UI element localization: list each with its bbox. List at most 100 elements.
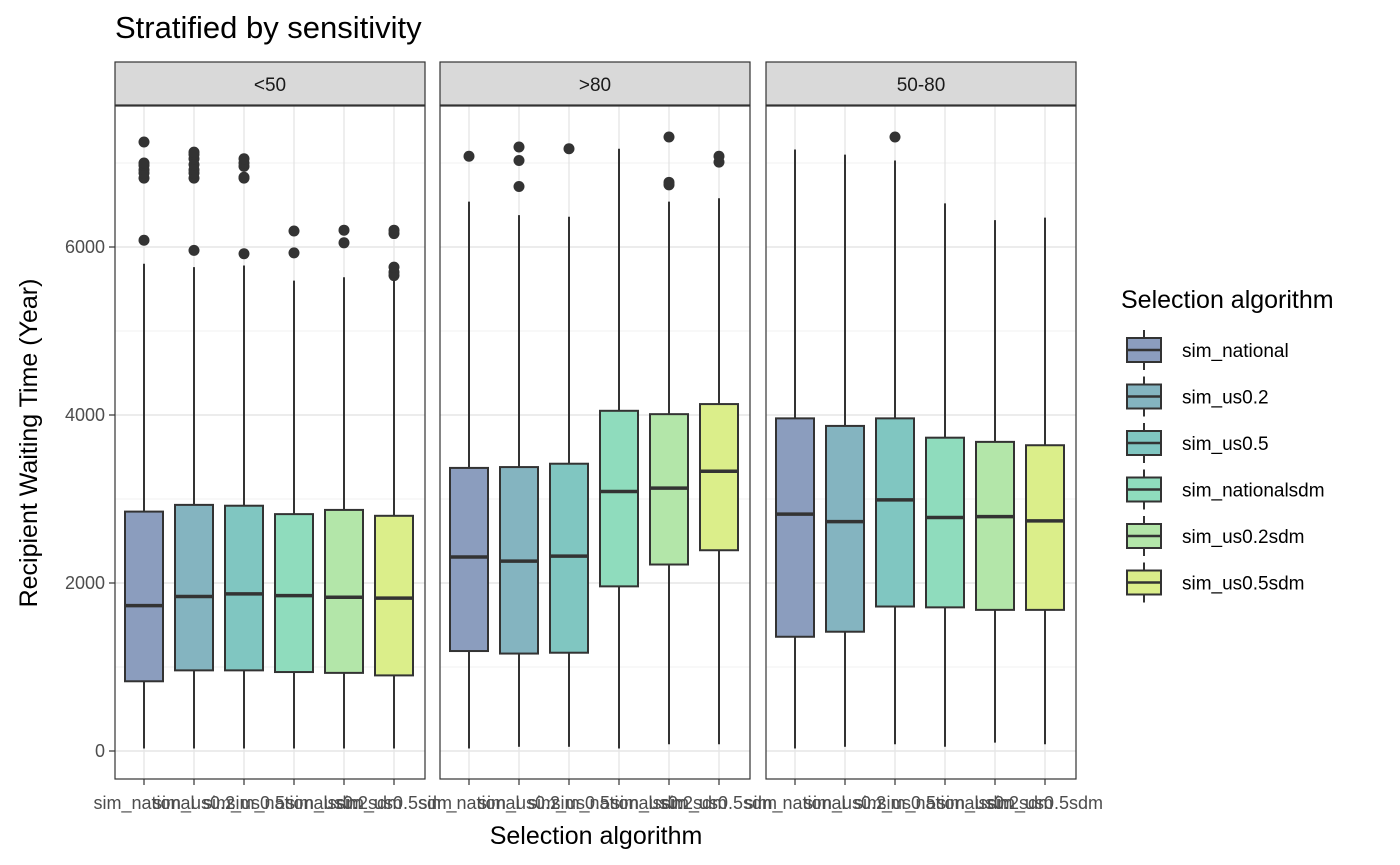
boxplot <box>1025 217 1065 745</box>
x-tick-label: sim_national <box>418 793 519 814</box>
boxplot <box>499 141 539 747</box>
x-tick-label: sim_nationalsdm <box>551 793 686 814</box>
boxplot <box>875 131 915 745</box>
outlier-point <box>889 131 901 143</box>
outlier-point <box>388 224 400 236</box>
facet-panels: <50sim_nationalsim_us0.2sim_us0.5sim_nat… <box>93 61 1103 814</box>
boxplot <box>324 224 364 749</box>
boxplot <box>274 225 314 749</box>
x-tick-label: sim_national <box>93 793 194 814</box>
boxplot <box>825 154 865 747</box>
outlier-point <box>338 237 350 249</box>
boxplot <box>174 146 214 749</box>
y-axis-title: Recipient Waiting Time (Year) <box>15 279 43 608</box>
facet-panel: <50 sim_nationalsim_us0.2sim_us0.5sim_nat… <box>93 61 452 814</box>
box-iqr <box>599 409 639 588</box>
outlier-point <box>188 146 200 158</box>
x-tick-label: sim_nationalsdm <box>226 793 361 814</box>
outlier-point <box>463 150 475 162</box>
outlier-point <box>513 141 525 153</box>
y-axis: 0 2000 4000 6000 <box>65 237 115 761</box>
box-iqr <box>274 513 314 674</box>
outlier-point <box>338 224 350 236</box>
legend-title: Selection algorithm <box>1121 286 1334 314</box>
box-iqr <box>449 466 489 653</box>
x-tick-label: sim_nationalsdm <box>877 793 1012 814</box>
chart-title: Stratified by sensitivity <box>115 10 422 45</box>
boxplot <box>649 131 689 745</box>
legend-item: sim_us0.2sdm <box>1126 516 1305 556</box>
outlier-point <box>288 247 300 259</box>
boxplot <box>124 136 164 749</box>
y-tick-label: 2000 <box>65 573 105 593</box>
box-iqr <box>975 440 1015 611</box>
legend-item: sim_us0.5 <box>1126 423 1269 463</box>
outlier-point <box>563 143 575 155</box>
facet-panel: 50-80 sim_nationalsim_us0.2sim_us0.5sim_n… <box>744 61 1103 814</box>
boxplot <box>599 148 639 749</box>
boxplot <box>925 203 965 747</box>
outlier-point <box>138 136 150 148</box>
legend-label: sim_national <box>1182 341 1289 362</box>
x-tick-label: sim_us0.5sdm <box>987 793 1103 814</box>
x-axis-title: Selection algorithm <box>490 822 703 850</box>
facet-strip-label: >80 <box>579 75 611 96</box>
box-iqr <box>1025 444 1065 611</box>
boxplot <box>374 224 414 749</box>
outlier-point <box>388 261 400 273</box>
outlier-point <box>663 176 675 188</box>
x-tick-label: sim_national <box>744 793 845 814</box>
outlier-point <box>663 131 675 143</box>
box-iqr <box>825 424 865 633</box>
outlier-point <box>513 154 525 166</box>
y-tick-label: 6000 <box>65 237 105 257</box>
outlier-point <box>138 234 150 246</box>
boxplot <box>975 220 1015 743</box>
x-tick-label: sim_us0.2sdm <box>286 793 402 814</box>
facet-panel: >80 sim_nationalsim_us0.2sim_us0.5sim_nat… <box>418 61 777 814</box>
boxplot <box>224 153 264 749</box>
boxplot <box>699 150 739 745</box>
y-tick-label: 0 <box>95 741 105 761</box>
legend-label: sim_us0.5 <box>1182 434 1269 455</box>
legend-label: sim_us0.2sdm <box>1182 527 1305 548</box>
legend-label: sim_us0.2 <box>1182 388 1269 409</box>
outlier-point <box>513 181 525 193</box>
box-iqr <box>775 417 815 638</box>
outlier-point <box>238 248 250 260</box>
x-tick-label: sim_us0.2sdm <box>611 793 727 814</box>
boxplot <box>775 149 815 749</box>
x-tick-label: sim_us0.5sdm <box>661 793 777 814</box>
legend-item: sim_us0.2 <box>1126 376 1269 417</box>
panel-border <box>439 105 751 780</box>
legend-item: sim_us0.5sdm <box>1126 562 1305 603</box>
legend: Selection algorithm sim_national sim_us0.… <box>1121 286 1334 603</box>
outlier-point <box>238 171 250 183</box>
legend-item: sim_national <box>1126 330 1289 370</box>
panel-border <box>765 105 1077 780</box>
x-tick-label: sim_us0.2 <box>804 793 886 814</box>
box-iqr <box>124 510 164 683</box>
x-tick-label: sim_us0.5sdm <box>336 793 452 814</box>
legend-label: sim_us0.5sdm <box>1182 574 1305 595</box>
box-iqr <box>699 403 739 552</box>
box-iqr <box>324 508 364 674</box>
facet-strip <box>114 61 426 106</box>
facet-strip-label: 50-80 <box>897 75 946 96</box>
facet-strip <box>439 61 751 106</box>
outlier-point <box>713 150 725 162</box>
x-tick-label: sim_us0.5 <box>528 793 610 814</box>
facet-strip-label: <50 <box>254 75 286 96</box>
outlier-point <box>288 225 300 237</box>
box-iqr <box>374 514 414 677</box>
box-iqr <box>549 462 589 654</box>
boxplot <box>449 150 489 749</box>
boxplot <box>549 143 589 747</box>
legend-item: sim_nationalsdm <box>1126 469 1325 510</box>
legend-label: sim_nationalsdm <box>1182 481 1325 502</box>
x-tick-label: sim_us0.2sdm <box>937 793 1053 814</box>
x-tick-label: sim_us0.2 <box>478 793 560 814</box>
box-iqr <box>925 436 965 609</box>
x-tick-label: sim_us0.5 <box>203 793 285 814</box>
